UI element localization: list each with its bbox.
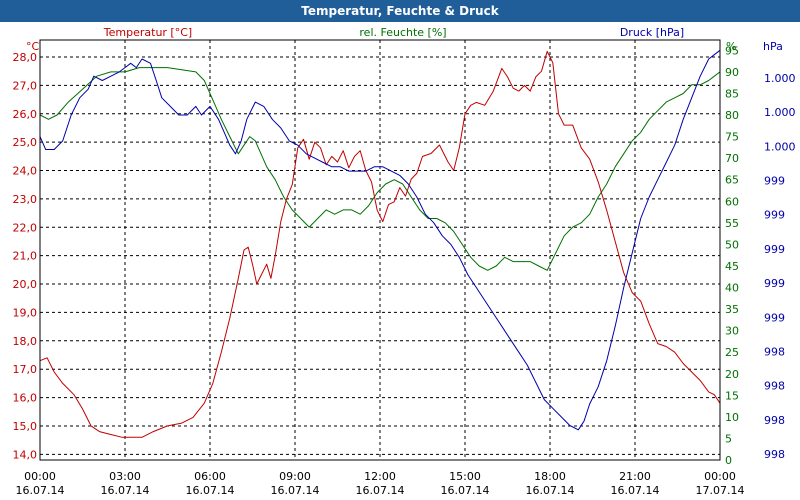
x-tick-date: 16.07.14 xyxy=(611,484,660,497)
humidity-tick-label: 75 xyxy=(725,131,739,144)
x-tick-date: 16.07.14 xyxy=(526,484,575,497)
x-tick-time: 00:00 xyxy=(24,470,56,483)
pressure-tick-label: 998 xyxy=(764,448,785,461)
temperature-tick-label: 23,0 xyxy=(13,193,38,206)
pressure-tick-label: 1.000 xyxy=(764,72,796,85)
pressure-tick-label: 999 xyxy=(764,243,785,256)
pressure-tick-label: 998 xyxy=(764,380,785,393)
pressure-tick-label: 999 xyxy=(764,277,785,290)
pressure-tick-label: 1.000 xyxy=(764,140,796,153)
humidity-tick-label: 70 xyxy=(725,152,739,165)
humidity-unit-label: % xyxy=(726,40,736,53)
x-tick-time: 12:00 xyxy=(364,470,396,483)
pressure-tick-label: 1.000 xyxy=(764,106,796,119)
humidity-tick-label: 25 xyxy=(725,346,739,359)
pressure-tick-label: 999 xyxy=(764,311,785,324)
legend-humidity: rel. Feuchte [%] xyxy=(359,26,446,39)
legend-temperature: Temperatur [°C] xyxy=(103,26,192,39)
plot-frame xyxy=(39,39,721,461)
humidity-series-line xyxy=(39,67,721,271)
x-tick-date: 16.07.14 xyxy=(441,484,490,497)
x-tick-date: 16.07.14 xyxy=(16,484,65,497)
temperature-tick-label: 18,0 xyxy=(13,335,38,348)
humidity-tick-label: 45 xyxy=(725,260,739,273)
humidity-tick-label: 55 xyxy=(725,217,739,230)
pressure-tick-label: 998 xyxy=(764,345,785,358)
x-tick-time: 03:00 xyxy=(109,470,141,483)
x-tick-time: 06:00 xyxy=(194,470,226,483)
window-title: Temperatur, Feuchte & Druck xyxy=(0,0,800,22)
humidity-tick-label: 15 xyxy=(725,389,739,402)
humidity-tick-label: 65 xyxy=(725,174,739,187)
temperature-tick-label: 15,0 xyxy=(13,420,38,433)
humidity-tick-label: 60 xyxy=(725,195,739,208)
x-tick-time: 18:00 xyxy=(534,470,566,483)
axis-labels: °C Temperatur [°C] rel. Feuchte [%] Druc… xyxy=(26,26,783,53)
humidity-tick-label: 20 xyxy=(725,368,739,381)
humidity-tick-label: 85 xyxy=(725,87,739,100)
temperature-tick-label: 26,0 xyxy=(13,108,38,121)
x-tick-time: 15:00 xyxy=(449,470,481,483)
temperature-series-line xyxy=(39,50,721,438)
humidity-tick-label: 5 xyxy=(725,432,732,445)
temperature-tick-label: 21,0 xyxy=(13,250,38,263)
humidity-tick-label: 35 xyxy=(725,303,739,316)
x-tick-date: 16.07.14 xyxy=(186,484,235,497)
humidity-tick-label: 10 xyxy=(725,411,739,424)
temperature-tick-label: 24,0 xyxy=(13,165,38,178)
temperature-tick-label: 28,0 xyxy=(13,51,38,64)
temperature-tick-label: 25,0 xyxy=(13,136,38,149)
x-tick-date: 16.07.14 xyxy=(101,484,150,497)
x-tick-date: 17.07.14 xyxy=(696,484,745,497)
humidity-tick-label: 0 xyxy=(725,454,732,467)
temperature-tick-label: 20,0 xyxy=(13,278,38,291)
x-tick-date: 16.07.14 xyxy=(356,484,405,497)
legend-pressure: Druck [hPa] xyxy=(620,26,684,39)
temperature-tick-label: 17,0 xyxy=(13,363,38,376)
temperature-tick-label: 19,0 xyxy=(13,306,38,319)
series-layer xyxy=(39,49,721,438)
temperature-tick-label: 27,0 xyxy=(13,79,38,92)
grid xyxy=(40,40,720,460)
pressure-tick-label: 999 xyxy=(764,209,785,222)
x-tick-date: 16.07.14 xyxy=(271,484,320,497)
pressure-series-line xyxy=(39,49,721,431)
pressure-tick-label: 999 xyxy=(764,175,785,188)
pressure-unit-label: hPa xyxy=(763,40,783,53)
humidity-tick-label: 30 xyxy=(725,325,739,338)
pressure-tick-label: 998 xyxy=(764,414,785,427)
temperature-tick-label: 16,0 xyxy=(13,392,38,405)
tick-labels: 14,0 15,0 16,0 17,0 18,0 19,0 20,0 21,0 22,0 23,0… xyxy=(13,44,796,497)
temperature-tick-label: 22,0 xyxy=(13,221,38,234)
x-tick-time: 21:00 xyxy=(619,470,651,483)
humidity-tick-label: 40 xyxy=(725,282,739,295)
humidity-tick-label: 80 xyxy=(725,109,739,122)
x-tick-time: 09:00 xyxy=(279,470,311,483)
temperature-tick-label: 14,0 xyxy=(13,448,38,461)
humidity-tick-label: 90 xyxy=(725,66,739,79)
temperature-unit-label: °C xyxy=(26,40,40,53)
x-tick-time: 00:00 xyxy=(704,470,736,483)
humidity-tick-label: 50 xyxy=(725,238,739,251)
humidity-tick-label: 95 xyxy=(725,44,739,57)
